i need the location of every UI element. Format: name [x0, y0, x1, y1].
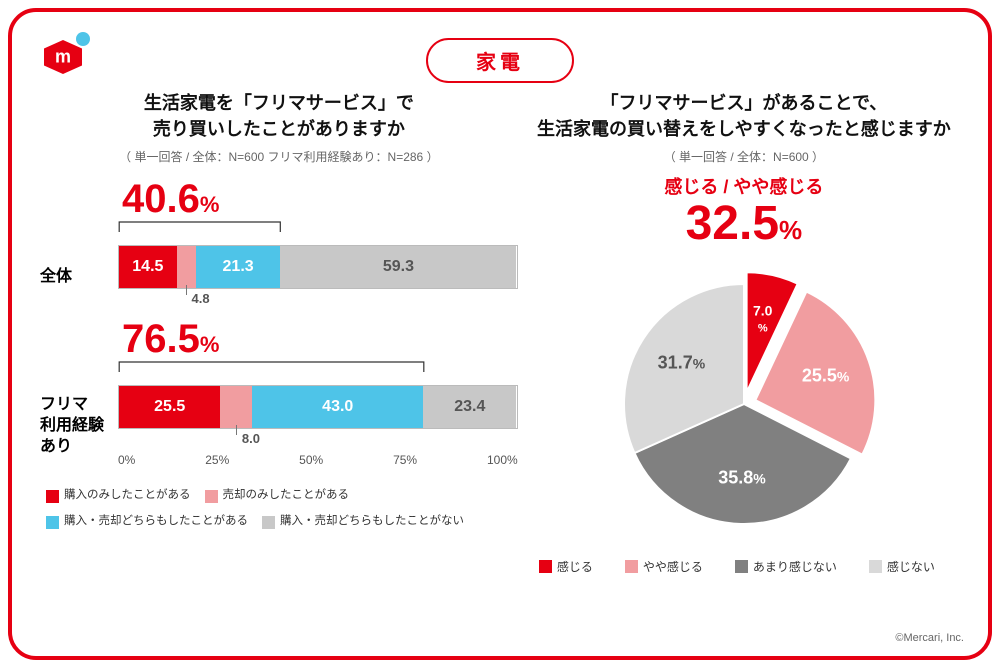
bar-segment: 59.3 — [280, 246, 516, 288]
legend-swatch-icon — [205, 490, 218, 503]
pie-callout-value: 32.5 — [686, 197, 779, 250]
legend-swatch-icon — [262, 516, 275, 529]
bar-row-label: フリマ利用経験あり — [40, 395, 118, 457]
legend-swatch-icon — [46, 516, 59, 529]
bar-segment — [177, 246, 196, 288]
legend-label: 感じる — [557, 558, 593, 575]
bar-segment: 43.0 — [252, 386, 423, 428]
legend-label: あまり感じない — [753, 558, 837, 575]
bar-axis: 0% 25% 50% 75% 100% — [118, 453, 518, 467]
bar-callout-row: 40.6% — [40, 179, 518, 235]
content-row: 生活家電を「フリマサービス」で 売り買いしたことがありますか （ 単一回答 / … — [40, 90, 960, 626]
right-subtitle: （ 単一回答 / 全体：N=600 ） — [664, 148, 824, 165]
logo-hex-icon: m — [44, 40, 82, 74]
bar-segment: 21.3 — [196, 246, 281, 288]
bracket-icon — [118, 219, 518, 233]
bar-callout-row: 76.5% — [40, 319, 518, 375]
legend-item: 購入・売却どちらもしたことがない — [262, 511, 464, 533]
bar-row: フリマ利用経験あり25.5 43.023.4 8.0 0% 25% 50% 75% 100% — [40, 385, 518, 467]
legend-label: 購入・売却どちらもしたことがない — [280, 511, 464, 533]
bar-segment: 14.5 — [119, 246, 177, 288]
left-title-line1: 生活家電を「フリマサービス」で — [144, 93, 414, 113]
pie-slice-label: 31.7% — [658, 353, 706, 374]
pie-slice-label: 25.5% — [802, 365, 850, 386]
legend-swatch-icon — [625, 560, 638, 573]
bracket-icon — [118, 359, 518, 373]
right-legend: 感じる やや感じる あまり感じない 感じない — [539, 558, 949, 575]
copyright-text: ©Mercari, Inc. — [895, 632, 964, 644]
card-frame: m 家電 生活家電を「フリマサービス」で 売り買いしたことがありますか （ 単一… — [8, 8, 992, 660]
pie-callout-unit: % — [779, 215, 802, 245]
left-column: 生活家電を「フリマサービス」で 売り買いしたことがありますか （ 単一回答 / … — [40, 90, 518, 626]
legend-item: 売却のみしたことがある — [205, 485, 350, 507]
legend-swatch-icon — [46, 490, 59, 503]
pie-slice-label: 7.0% — [753, 303, 772, 336]
pie-chart: 7.0% 25.5% 35.8% 31.7% — [599, 254, 889, 544]
left-question-title: 生活家電を「フリマサービス」で 売り買いしたことがありますか — [144, 90, 414, 142]
axis-tick: 75% — [393, 453, 417, 467]
right-question-title: 「フリマサービス」があることで、 生活家電の買い替えをしやすくなったと感じますか — [537, 90, 951, 142]
legend-item: 購入のみしたことがある — [46, 485, 191, 507]
stacked-bar: 14.5 21.359.3 — [118, 245, 518, 289]
right-column: 「フリマサービス」があることで、 生活家電の買い替えをしやすくなったと感じますか… — [528, 90, 960, 626]
pie-callout-label: 感じる / やや感じる — [664, 173, 823, 199]
stacked-bar-chart: 40.6%全体14.521.359.34.876.5%フリマ利用経験あり25.5… — [40, 169, 518, 467]
title-badge: 家電 — [426, 38, 574, 83]
brand-logo: m — [46, 38, 80, 76]
pie-svg — [599, 254, 889, 544]
bar-callout: 40.6% — [118, 179, 518, 219]
axis-tick: 0% — [118, 453, 135, 467]
stacked-bar: 25.5 43.023.4 — [118, 385, 518, 429]
bar-segment: 25.5 — [119, 386, 220, 428]
left-title-line2: 売り買いしたことがありますか — [153, 119, 405, 139]
right-title-line1: 「フリマサービス」があることで、 — [600, 93, 887, 113]
legend-label: 購入のみしたことがある — [64, 485, 191, 507]
axis-tick: 100% — [487, 453, 518, 467]
legend-label: 購入・売却どちらもしたことがある — [64, 511, 248, 533]
left-subtitle: （ 単一回答 / 全体：N=600 フリマ利用経験あり：N=286 ） — [119, 148, 438, 165]
legend-item: やや感じる — [625, 558, 703, 575]
pie-slice-label: 35.8% — [718, 468, 766, 489]
legend-item: 感じない — [869, 558, 935, 575]
legend-item: 感じる — [539, 558, 593, 575]
bar-below-label: 4.8 — [118, 291, 518, 309]
bar-segment: 23.4 — [423, 386, 516, 428]
logo-letter: m — [55, 47, 71, 68]
legend-swatch-icon — [539, 560, 552, 573]
legend-label: やや感じる — [643, 558, 703, 575]
legend-item: あまり感じない — [735, 558, 837, 575]
left-legend: 購入のみしたことがある 売却のみしたことがある購入・売却どちらもしたことがある 購入… — [40, 485, 478, 538]
bar-callout: 76.5% — [118, 319, 518, 359]
pie-callout: 感じる / やや感じる 32.5% — [664, 173, 823, 249]
axis-tick: 25% — [205, 453, 229, 467]
legend-swatch-icon — [869, 560, 882, 573]
axis-tick: 50% — [299, 453, 323, 467]
bar-row: 全体14.5 21.359.3 4.8 — [40, 245, 518, 309]
right-title-line2: 生活家電の買い替えをしやすくなったと感じますか — [537, 119, 951, 139]
logo-dot-icon — [76, 32, 90, 46]
legend-swatch-icon — [735, 560, 748, 573]
legend-item: 購入・売却どちらもしたことがある — [46, 511, 248, 533]
bar-segment — [220, 386, 252, 428]
legend-label: 感じない — [887, 558, 935, 575]
legend-label: 売却のみしたことがある — [223, 485, 350, 507]
bar-row-label: 全体 — [40, 267, 118, 288]
bar-below-label: 8.0 — [118, 431, 518, 449]
